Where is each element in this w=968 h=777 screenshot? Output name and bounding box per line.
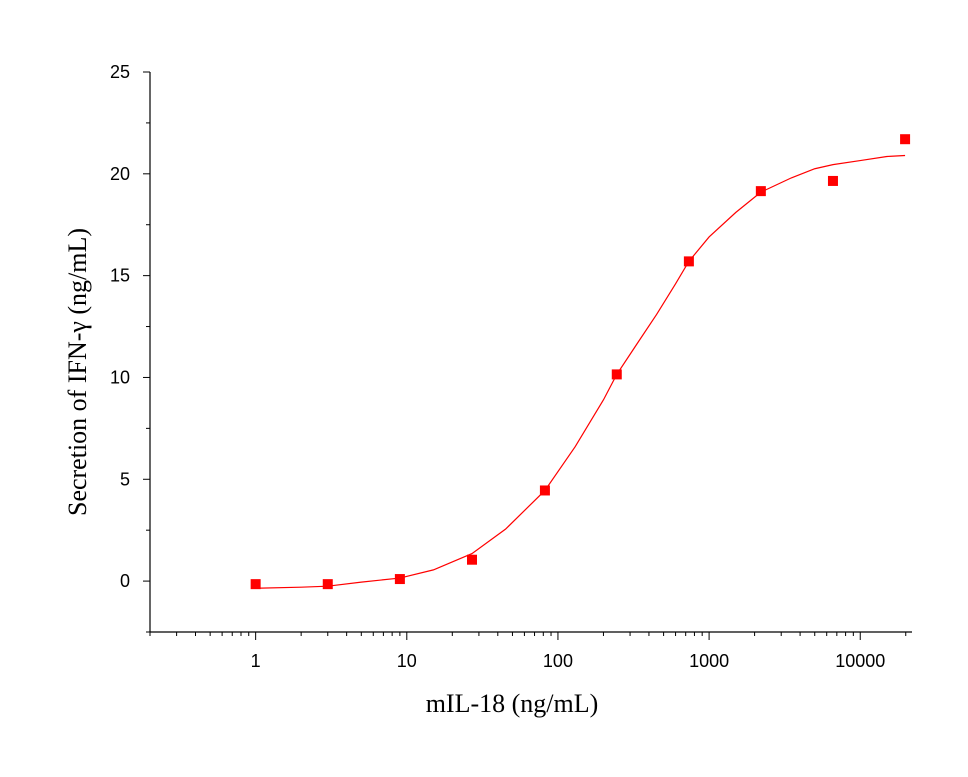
data-point [466, 554, 477, 565]
x-axis-title: mIL-18 (ng/mL) [426, 689, 599, 718]
y-tick-label: 0 [120, 571, 130, 591]
data-point [827, 175, 838, 186]
data-point [250, 579, 261, 590]
x-tick-label: 10000 [835, 651, 885, 671]
data-point [322, 579, 333, 590]
x-tick-label: 10 [397, 651, 417, 671]
x-axis: 1 10 100 1000 10000 [149, 631, 912, 671]
y-tick-label: 20 [110, 164, 130, 184]
y-tick-label: 10 [110, 367, 130, 387]
data-markers [250, 134, 911, 590]
data-point [900, 134, 911, 145]
y-tick-label: 25 [110, 62, 130, 82]
x-tick-label: 100 [543, 651, 573, 671]
y-axis-title: Secretion of IFN-γ (ng/mL) [63, 228, 92, 516]
data-point [683, 256, 694, 267]
x-tick-label: 1000 [689, 651, 729, 671]
y-axis: 0 5 10 15 20 25 [110, 62, 151, 633]
data-point [755, 186, 766, 197]
y-tick-label: 5 [120, 469, 130, 489]
data-point [539, 485, 550, 496]
y-tick-label: 15 [110, 266, 130, 286]
data-point [394, 574, 405, 585]
fit-curve [255, 154, 906, 589]
x-tick-label: 1 [251, 651, 261, 671]
data-point [611, 369, 622, 380]
